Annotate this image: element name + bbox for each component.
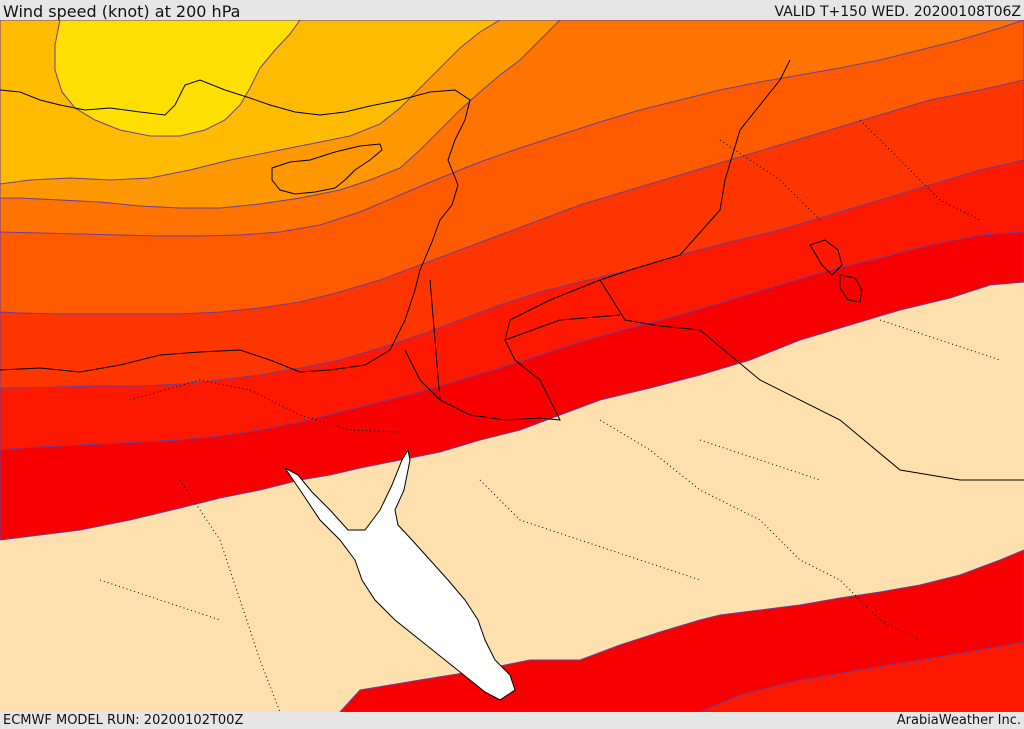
valid-time: VALID T+150 WED. 20200108T06Z (774, 4, 1021, 20)
cyprus-coastline (271, 143, 383, 195)
header-bar: Wind speed (knot) at 200 hPa VALID T+150… (0, 0, 1024, 21)
mediterranean-coastline (0, 79, 471, 373)
map-title: Wind speed (knot) at 200 hPa (3, 2, 241, 21)
weather-map[interactable] (0, 20, 1024, 712)
south-jet-core (699, 641, 1024, 712)
band-yellow (54, 20, 301, 137)
dotted-borders (99, 119, 1001, 712)
border-lines (404, 59, 1024, 481)
footer-bar: ECMWF MODEL RUN: 20200102T00Z ArabiaWeat… (0, 712, 1024, 729)
credit-label: ArabiaWeather Inc. (896, 713, 1021, 728)
model-run-label: ECMWF MODEL RUN: 20200102T00Z (3, 713, 244, 728)
red-sea (284, 448, 516, 701)
persian-gulf-coastline (809, 239, 863, 303)
wind-speed-map-svg (0, 20, 1024, 712)
